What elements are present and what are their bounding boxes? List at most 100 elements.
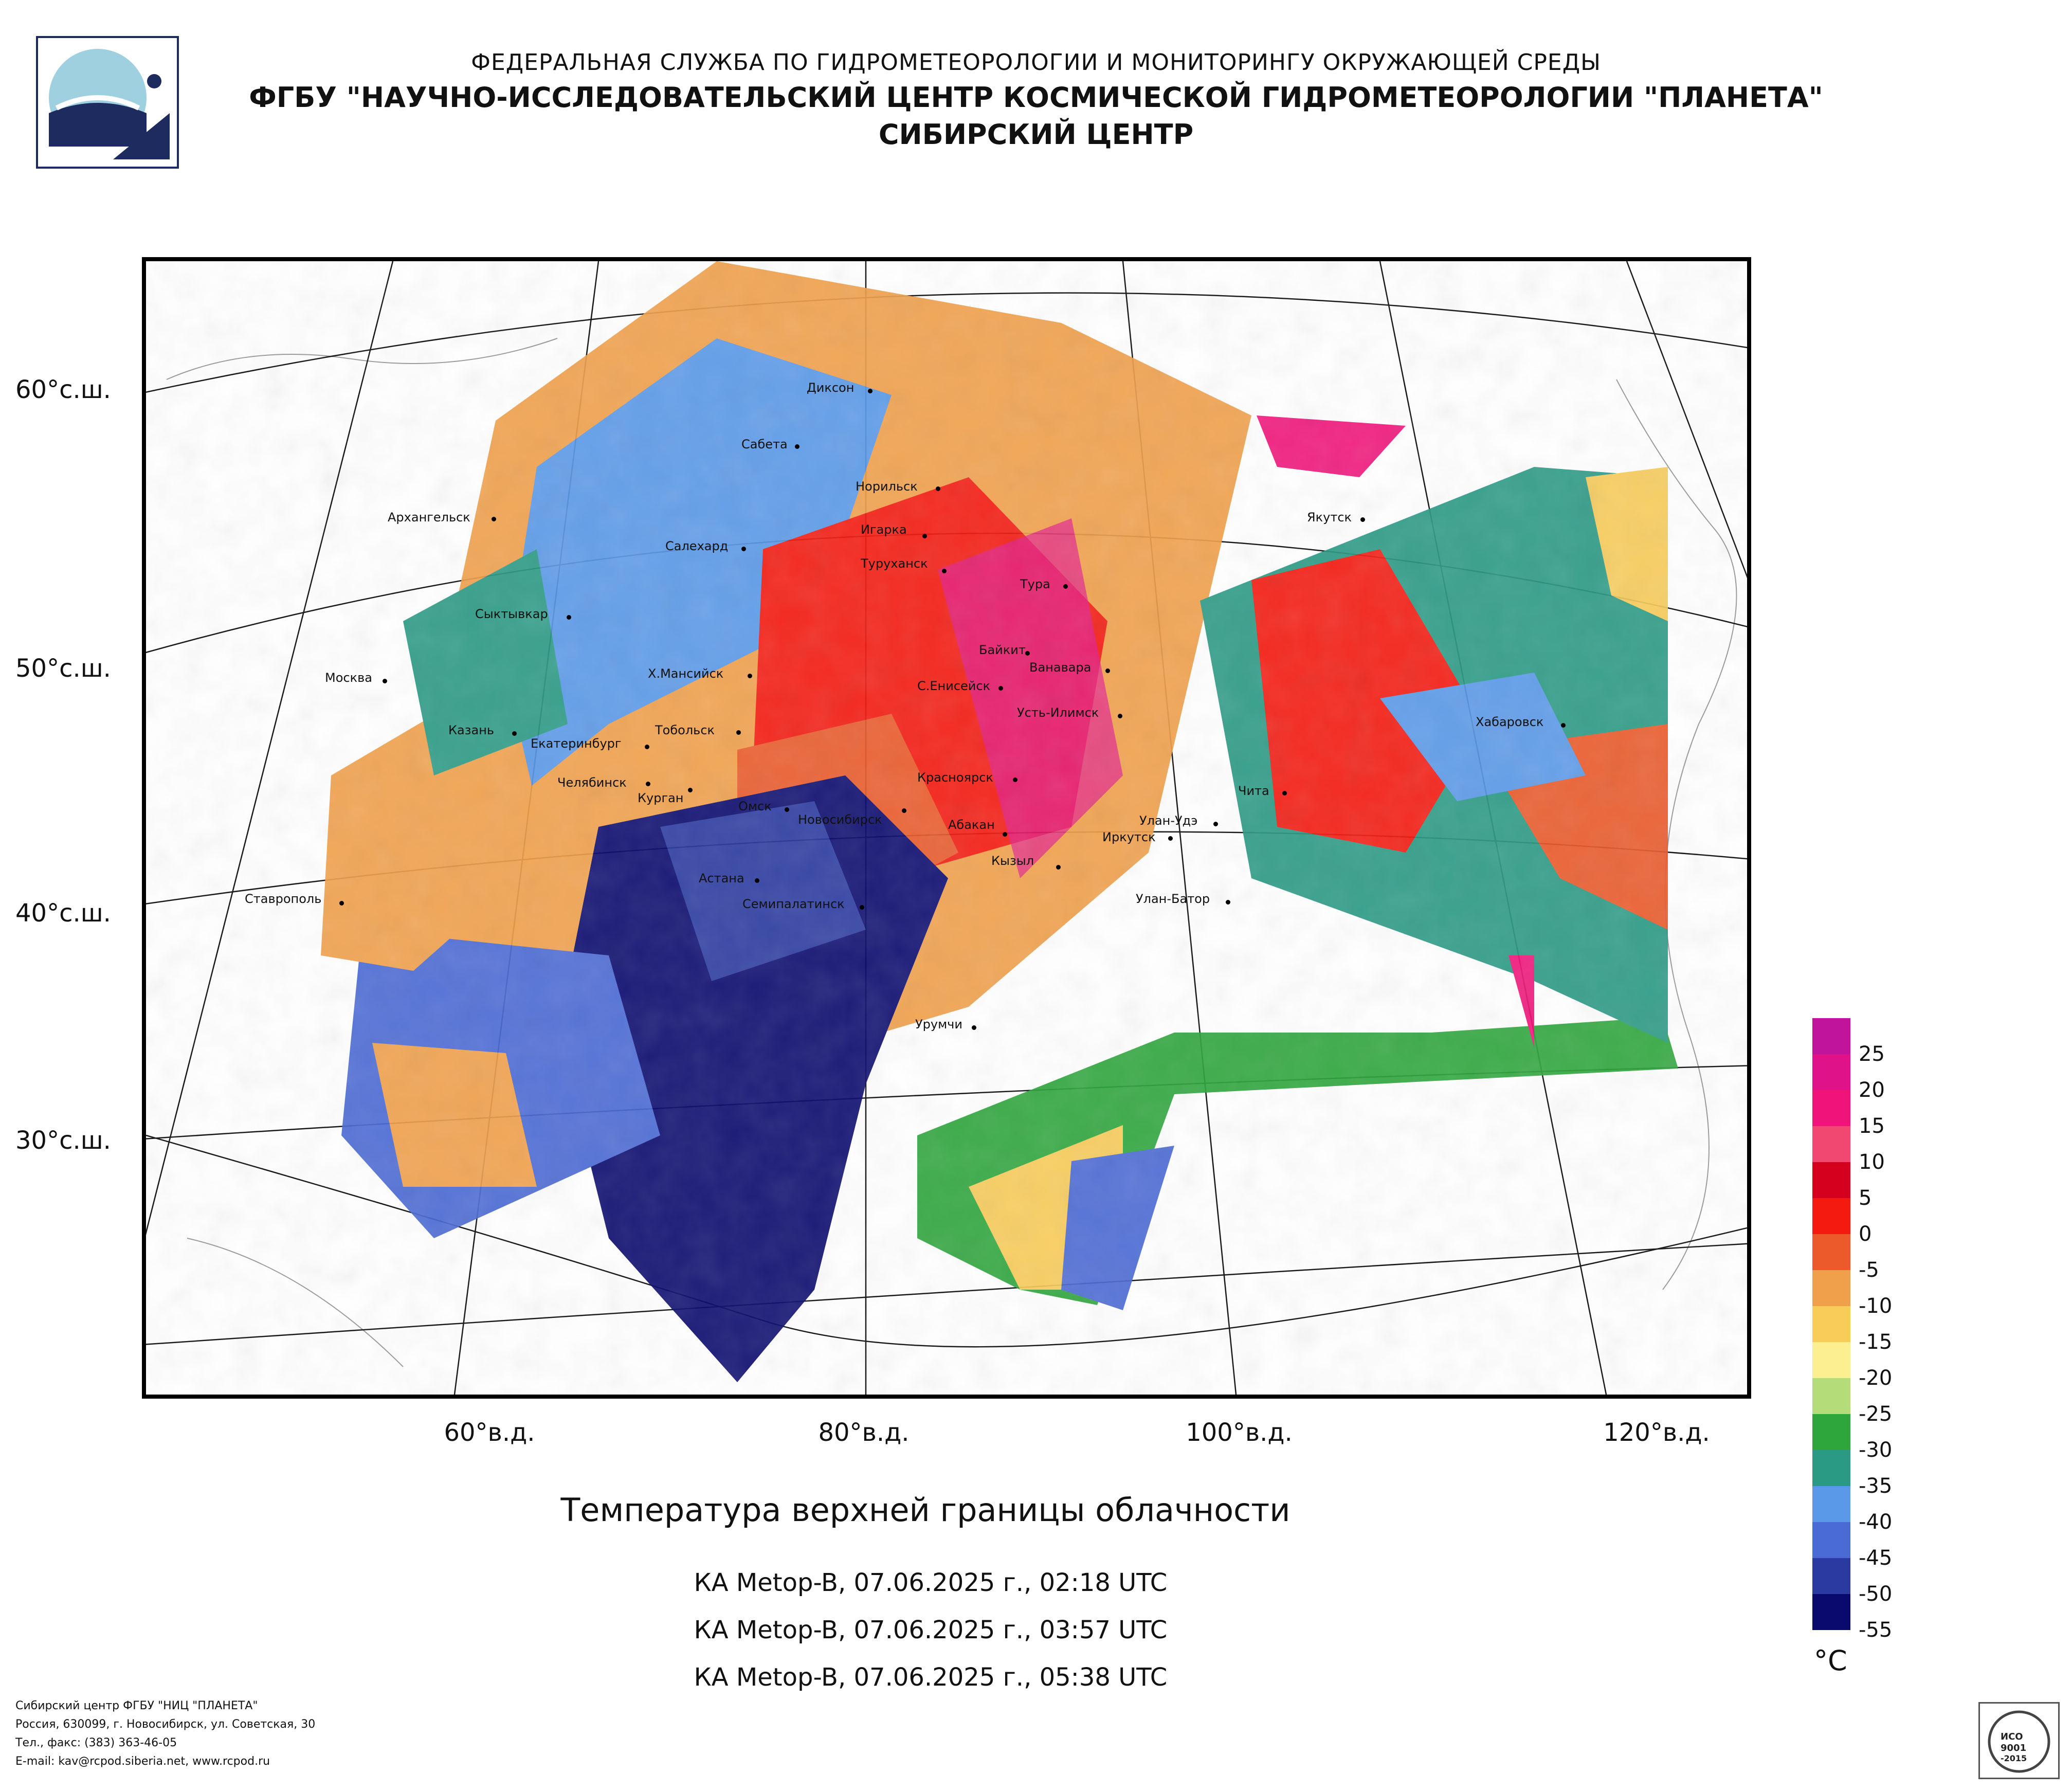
center-name: ФГБУ "НАУЧНО-ИССЛЕДОВАТЕЛЬСКИЙ ЦЕНТР КОС… xyxy=(249,81,1823,114)
city-label: Игарка xyxy=(861,522,907,537)
city-dot xyxy=(1360,517,1365,522)
city-label: Х.Мансийск xyxy=(648,666,724,681)
city-dot xyxy=(998,686,1003,691)
legend-swatch xyxy=(1812,1090,1850,1126)
city-dot xyxy=(1282,791,1287,795)
footer-contacts: Сибирский центр ФГБУ "НИЦ "ПЛАНЕТА" Росс… xyxy=(15,1697,315,1771)
city-label: Туруханск xyxy=(861,556,928,571)
legend-tick-label: -25 xyxy=(1859,1402,1893,1426)
city-label: Сабета xyxy=(741,437,788,451)
legend-tick-label: -55 xyxy=(1859,1618,1893,1642)
city-label: Норильск xyxy=(856,479,918,494)
city-dot xyxy=(741,547,746,551)
city-dot xyxy=(922,534,927,538)
legend-tick-label: -45 xyxy=(1859,1546,1893,1570)
legend-swatch xyxy=(1812,1594,1850,1630)
city-dot xyxy=(1105,668,1110,673)
city-dot xyxy=(645,745,649,749)
pass-1: КА Metop-B, 07.06.2025 г., 02:18 UTC xyxy=(694,1568,1168,1597)
footer-line: E-mail: kav@rcpod.siberia.net, www.rcpod… xyxy=(15,1755,270,1768)
city-dot xyxy=(736,730,741,735)
city-dot xyxy=(492,517,496,521)
map-title: Температура верхней границы облачности xyxy=(560,1491,1291,1529)
iso-text: -2015 xyxy=(2001,1753,2027,1763)
city-label: Усть-Илимск xyxy=(1017,705,1099,720)
city-label: Ванавара xyxy=(1029,660,1092,675)
city-dot xyxy=(972,1025,976,1030)
legend-swatch xyxy=(1812,1486,1850,1522)
city-dot xyxy=(646,782,650,786)
city-label: Чита xyxy=(1238,784,1269,798)
legend-tick-label: -20 xyxy=(1859,1366,1893,1390)
city-label: Тура xyxy=(1020,577,1050,591)
legend-tick-label: -15 xyxy=(1859,1330,1893,1354)
legend-tick-label: -40 xyxy=(1859,1510,1893,1534)
legend-tick-label: 25 xyxy=(1859,1042,1885,1066)
city-dot xyxy=(1118,714,1122,718)
city-dot xyxy=(1013,777,1017,782)
legend-tick-label: 0 xyxy=(1859,1222,1872,1246)
city-label: Семипалатинск xyxy=(742,897,845,911)
legend-swatch xyxy=(1812,1306,1850,1342)
city-label: Диксон xyxy=(807,381,855,395)
city-label: Кызыл xyxy=(991,854,1034,868)
city-label: Улан-Удэ xyxy=(1139,813,1198,828)
legend-swatch xyxy=(1812,1018,1850,1054)
city-label: Екатеринбург xyxy=(531,736,622,751)
city-label: Иркутск xyxy=(1102,830,1156,844)
lon-label-100: 100°в.д. xyxy=(1186,1418,1293,1447)
lon-label-80: 80°в.д. xyxy=(818,1418,910,1447)
city-label: С.Енисейск xyxy=(917,679,991,693)
legend-swatch xyxy=(1812,1522,1850,1558)
legend-tick-label: -5 xyxy=(1859,1258,1879,1282)
pass-2: КА Metop-B, 07.06.2025 г., 03:57 UTC xyxy=(694,1616,1168,1644)
lat-label-50: 50°с.ш. xyxy=(15,654,111,683)
city-dot xyxy=(755,878,759,883)
cloud-top-temperature-layer xyxy=(146,261,1747,1395)
lon-label-120: 120°в.д. xyxy=(1603,1418,1710,1447)
legend-swatch xyxy=(1812,1126,1850,1162)
satellite-map[interactable]: Диксон Сабета Норильск Архангельск Игарк… xyxy=(142,257,1751,1399)
city-dot xyxy=(1168,836,1173,841)
legend-swatch xyxy=(1812,1270,1850,1306)
city-dot xyxy=(748,674,752,678)
legend-swatch xyxy=(1812,1162,1850,1198)
legend-swatch xyxy=(1812,1450,1850,1486)
legend-swatch xyxy=(1812,1558,1850,1594)
legend-tick-label: 20 xyxy=(1859,1078,1885,1102)
city-dot xyxy=(795,444,799,449)
city-label: Якутск xyxy=(1307,510,1352,524)
city-label: Тобольск xyxy=(655,723,715,737)
city-dot xyxy=(1025,651,1030,656)
city-dot xyxy=(512,731,517,736)
city-label: Курган xyxy=(638,791,684,805)
city-label: Ставрополь xyxy=(245,892,322,906)
city-label: Урумчи xyxy=(915,1017,962,1032)
legend-tick-label: 10 xyxy=(1859,1150,1885,1174)
agency-name: ФЕДЕРАЛЬНАЯ СЛУЖБА ПО ГИДРОМЕТЕОРОЛОГИИ … xyxy=(471,49,1601,76)
city-dot xyxy=(868,389,873,393)
legend-swatch xyxy=(1812,1414,1850,1450)
legend-unit: °C xyxy=(1814,1644,1847,1677)
iso-certification-badge: ИСО 9001 -2015 xyxy=(1978,1702,2060,1779)
footer-line: Тел., факс: (383) 363-46-05 xyxy=(15,1736,177,1749)
city-label: Красноярск xyxy=(917,770,993,785)
planeta-logo xyxy=(36,36,179,169)
legend-tick-label: -30 xyxy=(1859,1438,1893,1462)
lat-label-60: 60°с.ш. xyxy=(15,375,111,404)
city-label: Улан-Батор xyxy=(1136,892,1210,906)
legend-tick-label: -50 xyxy=(1859,1582,1893,1606)
city-label: Абакан xyxy=(948,818,995,832)
city-label: Омск xyxy=(738,799,772,813)
city-dot xyxy=(785,807,789,812)
city-label: Архангельск xyxy=(388,510,470,524)
footer-line: Россия, 630099, г. Новосибирск, ул. Сове… xyxy=(15,1718,316,1731)
city-dot xyxy=(688,788,693,792)
iso-text: ИСО xyxy=(2001,1731,2023,1742)
city-label: Байкит xyxy=(979,643,1026,657)
city-label: Новосибирск xyxy=(798,812,882,827)
city-dot xyxy=(383,679,387,683)
city-dot xyxy=(1213,822,1218,826)
legend-swatch xyxy=(1812,1342,1850,1378)
city-dot xyxy=(1063,584,1068,589)
